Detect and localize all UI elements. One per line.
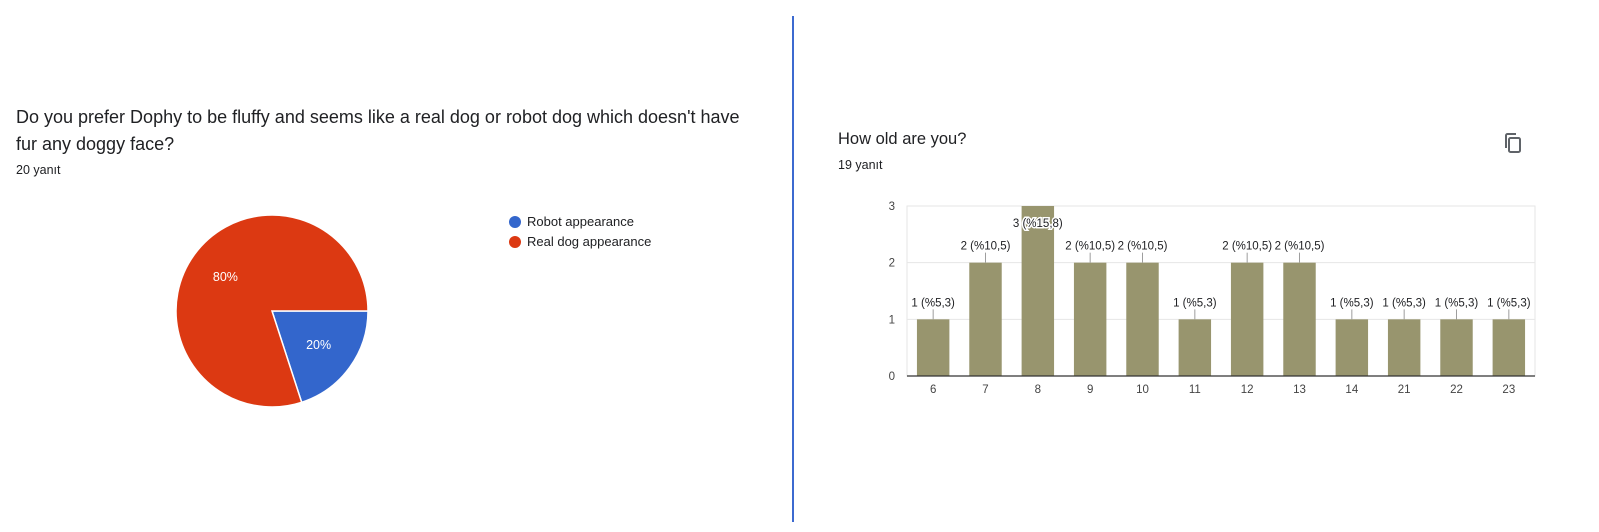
question-title: How old are you? <box>838 130 967 148</box>
bar-11[interactable] <box>1178 319 1212 376</box>
bar-data-label: 2 (%10,5) <box>1118 241 1168 253</box>
x-tick-label: 7 <box>982 384 988 396</box>
bar-7[interactable] <box>969 262 1002 376</box>
x-tick-label: 10 <box>1136 384 1149 396</box>
bar-data-label: 1 (%5,3) <box>1435 297 1479 309</box>
bar-14[interactable] <box>1335 319 1369 376</box>
bar-21[interactable] <box>1387 319 1421 376</box>
y-tick-label: 3 <box>889 201 895 213</box>
x-tick-label: 6 <box>930 384 936 396</box>
pie-slice-label-0: 20% <box>306 338 331 352</box>
copy-icon <box>1505 133 1521 153</box>
legend-label-1: Real dog appearance <box>527 234 651 249</box>
bar-data-label: 1 (%5,3) <box>1487 297 1531 309</box>
pie-slice-1[interactable] <box>175 214 369 408</box>
copy-chart-button[interactable] <box>1501 131 1525 155</box>
question-title: Do you prefer Dophy to be fluffy and see… <box>16 107 740 154</box>
bar-10[interactable] <box>1126 262 1159 376</box>
bar-data-label: 1 (%5,3) <box>1330 297 1374 309</box>
bar-6[interactable] <box>916 319 950 376</box>
pie-slice-0[interactable] <box>270 310 369 404</box>
response-count: 19 yanıt <box>838 158 883 172</box>
bar-data-label: 2 (%10,5) <box>1065 241 1115 253</box>
panel-divider <box>792 16 794 522</box>
x-tick-label: 12 <box>1241 384 1254 396</box>
x-tick-label: 11 <box>1189 384 1201 396</box>
bar-data-label: 1 (%5,3) <box>1173 297 1217 309</box>
bar-data-label: 2 (%10,5) <box>961 241 1011 253</box>
bar-13[interactable] <box>1283 262 1316 376</box>
x-tick-label: 13 <box>1293 384 1306 396</box>
bar-8[interactable] <box>1021 206 1055 376</box>
x-tick-label: 22 <box>1450 384 1463 396</box>
pie-chart-card: Do you prefer Dophy to be fluffy and see… <box>0 0 792 532</box>
bar-data-label: 1 (%5,3) <box>911 297 955 309</box>
x-tick-label: 21 <box>1398 384 1411 396</box>
legend-swatch-1 <box>509 236 521 248</box>
pie-slice-label-1: 80% <box>213 270 238 284</box>
bar-23[interactable] <box>1492 319 1526 376</box>
y-tick-label: 0 <box>889 371 895 383</box>
x-tick-label: 23 <box>1502 384 1515 396</box>
x-tick-label: 8 <box>1035 384 1041 396</box>
legend-swatch-0 <box>509 216 521 228</box>
bar-9[interactable] <box>1073 262 1107 376</box>
legend-item-0[interactable]: Robot appearance <box>509 214 634 229</box>
y-tick-label: 1 <box>889 314 895 326</box>
x-tick-label: 14 <box>1345 384 1358 396</box>
y-tick-label: 2 <box>889 258 895 270</box>
legend-item-1[interactable]: Real dog appearance <box>509 234 651 249</box>
bar-data-label: 2 (%10,5) <box>1222 241 1272 253</box>
bar-12[interactable] <box>1230 262 1264 376</box>
bar-data-label: 2 (%10,5) <box>1275 241 1325 253</box>
legend-label-0: Robot appearance <box>527 214 634 229</box>
x-tick-label: 9 <box>1087 384 1093 396</box>
bar-data-label: 1 (%5,3) <box>1382 297 1426 309</box>
pie-chart: 20% 80% Robot appearance Real dog appearanc… <box>175 214 651 408</box>
bar-22[interactable] <box>1440 319 1473 376</box>
response-count: 20 yanıt <box>16 163 61 177</box>
bar-data-label: 3 (%15,8) <box>1013 218 1063 230</box>
